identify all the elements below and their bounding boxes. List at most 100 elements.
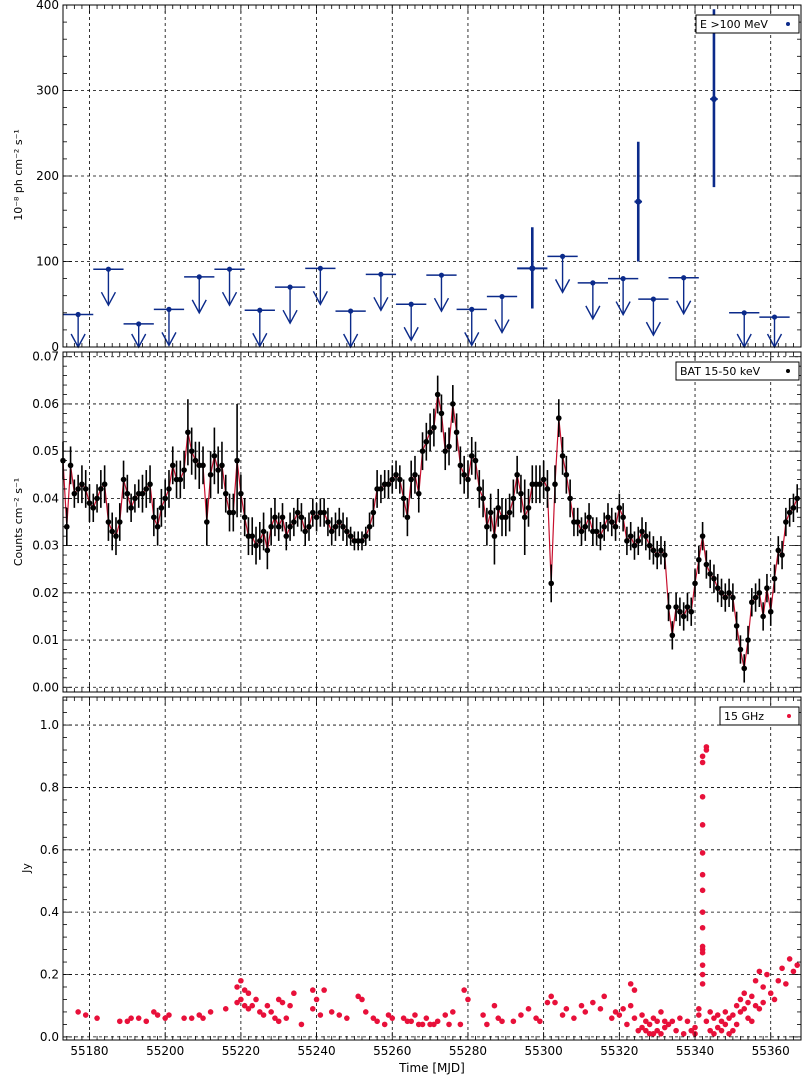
xray-point bbox=[283, 533, 290, 539]
xray-point bbox=[491, 533, 498, 539]
xray-point bbox=[465, 476, 471, 483]
radio-point bbox=[446, 1021, 452, 1028]
radio-grid bbox=[63, 697, 801, 1040]
radio-point bbox=[257, 1009, 263, 1015]
xray-point bbox=[616, 505, 623, 511]
radio-point bbox=[699, 871, 706, 878]
xray-point bbox=[215, 467, 221, 473]
radio-point bbox=[249, 1002, 256, 1009]
radio-point bbox=[309, 987, 316, 993]
xray-point bbox=[468, 453, 475, 459]
radio-point bbox=[362, 1009, 369, 1015]
upper-limit-arrow-head bbox=[282, 309, 298, 325]
xray-point bbox=[699, 533, 706, 539]
radio-point bbox=[151, 1009, 157, 1015]
upper-limit-arrow-head bbox=[221, 291, 238, 307]
radio-point bbox=[786, 956, 793, 962]
radio-point bbox=[699, 822, 706, 828]
radio-point bbox=[714, 1012, 721, 1018]
radio-point bbox=[442, 1012, 449, 1018]
xray-point bbox=[132, 495, 138, 502]
x-tick-label: 55320 bbox=[600, 1044, 638, 1058]
xray-point bbox=[438, 410, 445, 417]
xray-point bbox=[783, 519, 789, 525]
xray-point bbox=[238, 490, 244, 497]
xray-point bbox=[264, 547, 271, 554]
xray-point bbox=[450, 401, 456, 407]
xray-point bbox=[484, 523, 490, 530]
radio-point bbox=[412, 1012, 418, 1018]
xray-point bbox=[639, 528, 645, 535]
xray-point bbox=[181, 467, 187, 473]
y-tick-label: 0.8 bbox=[40, 780, 59, 794]
radio-point bbox=[726, 1030, 732, 1037]
radio-point bbox=[658, 1030, 664, 1037]
radio-point bbox=[707, 1027, 713, 1034]
xray-point bbox=[669, 632, 676, 639]
xray-point bbox=[457, 462, 464, 469]
upper-limit-arrow-head bbox=[373, 296, 389, 312]
radio-point bbox=[696, 1012, 702, 1018]
xray-point bbox=[593, 528, 600, 535]
xray-point bbox=[294, 509, 301, 516]
radio-point bbox=[699, 943, 706, 950]
radio-point bbox=[737, 1009, 744, 1015]
y-tick-label: 0.05 bbox=[32, 444, 59, 458]
radio-point bbox=[128, 1015, 134, 1021]
radio-point bbox=[582, 1009, 589, 1015]
radio-point bbox=[510, 1018, 517, 1025]
upper-limit-arrow-head bbox=[494, 319, 510, 335]
radio-point bbox=[559, 1012, 566, 1018]
xray-point bbox=[521, 514, 528, 521]
x-tick-label: 55200 bbox=[146, 1044, 184, 1058]
xray-point bbox=[480, 495, 486, 502]
xray-legend-label: BAT 15-50 keV bbox=[680, 365, 761, 378]
radio-point bbox=[75, 1009, 81, 1015]
radio-point bbox=[571, 1015, 577, 1021]
xray-point bbox=[347, 533, 354, 539]
radio-point bbox=[162, 1015, 168, 1021]
xray-point bbox=[336, 519, 343, 525]
xray-axes: 0.00 0.01 0.02 0.03 0.04 0.05 0.06 0.07 bbox=[32, 350, 802, 694]
radio-point bbox=[495, 1015, 502, 1021]
radio-point bbox=[699, 753, 706, 760]
xray-point bbox=[431, 424, 437, 431]
upper-limit-arrow-head bbox=[100, 291, 117, 307]
xray-point bbox=[98, 486, 104, 492]
radio-point bbox=[726, 1015, 732, 1021]
radio-point bbox=[790, 968, 797, 975]
xray-point bbox=[567, 495, 573, 502]
radio-point bbox=[699, 850, 706, 856]
xray-point bbox=[427, 429, 433, 436]
xray-point bbox=[249, 533, 256, 539]
gamma-axes: 0 100 200 300 400 bbox=[36, 0, 802, 354]
radio-point bbox=[370, 1015, 377, 1021]
radio-point bbox=[238, 996, 244, 1003]
xray-point bbox=[166, 486, 172, 492]
radio-point bbox=[499, 1018, 505, 1025]
xray-point bbox=[90, 505, 97, 511]
xray-point bbox=[139, 490, 146, 497]
xray-point bbox=[113, 533, 119, 539]
xray-point bbox=[332, 523, 339, 530]
upper-limit-arrow-head bbox=[554, 279, 571, 294]
radio-point bbox=[669, 1018, 676, 1025]
xray-point bbox=[767, 608, 774, 615]
xray-point bbox=[82, 486, 89, 492]
xray-point bbox=[272, 514, 278, 521]
radio-point bbox=[718, 1018, 725, 1025]
xray-point bbox=[359, 538, 365, 544]
radio-point bbox=[760, 984, 766, 990]
radio-point bbox=[783, 981, 789, 987]
xray-point bbox=[393, 471, 399, 478]
radio-point bbox=[359, 996, 365, 1003]
radio-point bbox=[620, 1006, 626, 1012]
x-tick-label: 55280 bbox=[449, 1044, 487, 1058]
radio-point bbox=[309, 1006, 316, 1012]
x-tick-label: 55340 bbox=[676, 1044, 714, 1058]
xray-point bbox=[151, 514, 157, 521]
radio-point bbox=[283, 1015, 290, 1021]
xray-point bbox=[658, 547, 664, 554]
radio-point bbox=[764, 971, 770, 978]
xray-point bbox=[506, 509, 513, 516]
